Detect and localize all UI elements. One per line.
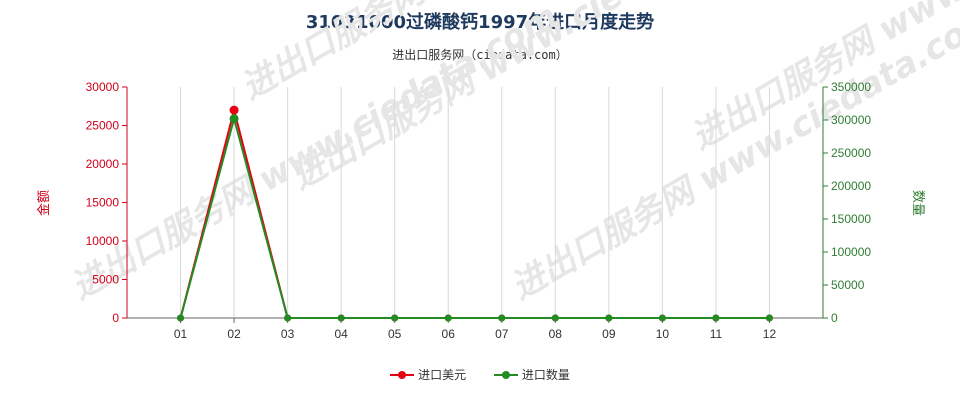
- y-right-tick-label: 150000: [831, 212, 871, 226]
- chart-legend: 进口美元 进口数量: [0, 366, 960, 383]
- legend-item-usd[interactable]: 进口美元: [390, 366, 466, 383]
- y-right-tick-label: 350000: [831, 80, 871, 94]
- x-tick-label: 10: [656, 327, 670, 341]
- x-tick-label: 01: [174, 327, 188, 341]
- x-tick-label: 11: [710, 327, 723, 341]
- x-tick-label: 09: [602, 327, 616, 341]
- y-left-axis-title: 金额: [36, 190, 52, 216]
- legend-label-qty: 进口数量: [521, 368, 570, 382]
- x-tick-label: 06: [442, 327, 456, 341]
- y-right-tick-label: 200000: [831, 179, 871, 193]
- y-right-tick-label: 250000: [831, 146, 871, 160]
- series-1-point: [284, 314, 292, 322]
- y-left-tick-label: 5000: [92, 273, 119, 287]
- series-1-point: [229, 114, 239, 124]
- legend-item-qty[interactable]: 进口数量: [493, 366, 570, 383]
- series-1-point: [658, 314, 666, 322]
- x-tick-label: 07: [495, 327, 509, 341]
- series-1-point: [712, 314, 720, 322]
- chart-subtitle: 进出口服务网（ciedata.com）: [392, 48, 568, 62]
- y-left-tick-label: 25000: [86, 119, 120, 133]
- x-tick-label: 04: [334, 327, 348, 341]
- series-0-point: [229, 105, 239, 115]
- y-left-tick-label: 15000: [86, 196, 120, 210]
- series-1-point: [337, 314, 345, 322]
- series-1-point: [177, 314, 185, 322]
- y-left-tick-label: 0: [112, 311, 119, 325]
- x-tick-label: 08: [549, 327, 563, 341]
- series-1-point: [605, 314, 613, 322]
- y-right-tick-label: 0: [831, 311, 838, 325]
- y-left-tick-label: 10000: [86, 234, 120, 248]
- y-right-axis-title: 数量: [910, 190, 925, 216]
- legend-label-usd: 进口美元: [418, 368, 467, 382]
- x-tick-label: 02: [227, 327, 241, 341]
- x-tick-label: 12: [763, 327, 777, 341]
- legend-swatch-qty: [493, 370, 518, 380]
- x-tick-label: 05: [388, 327, 402, 341]
- y-right-tick-label: 100000: [831, 245, 871, 259]
- y-left-tick-label: 20000: [86, 157, 120, 171]
- y-right-tick-label: 300000: [831, 113, 871, 127]
- series-1-point: [444, 314, 452, 322]
- series-1-point: [498, 314, 506, 322]
- y-right-tick-label: 50000: [831, 278, 865, 292]
- chart-title: 31031000过磷酸钙1997年进口月度走势: [305, 12, 655, 33]
- series-1-point: [391, 314, 399, 322]
- legend-swatch-usd: [390, 370, 415, 380]
- series-1-point: [551, 314, 559, 322]
- series-1-point: [765, 314, 773, 322]
- series-line-1: [179, 114, 770, 319]
- x-tick-label: 03: [281, 327, 295, 341]
- y-left-tick-label: 30000: [86, 80, 120, 94]
